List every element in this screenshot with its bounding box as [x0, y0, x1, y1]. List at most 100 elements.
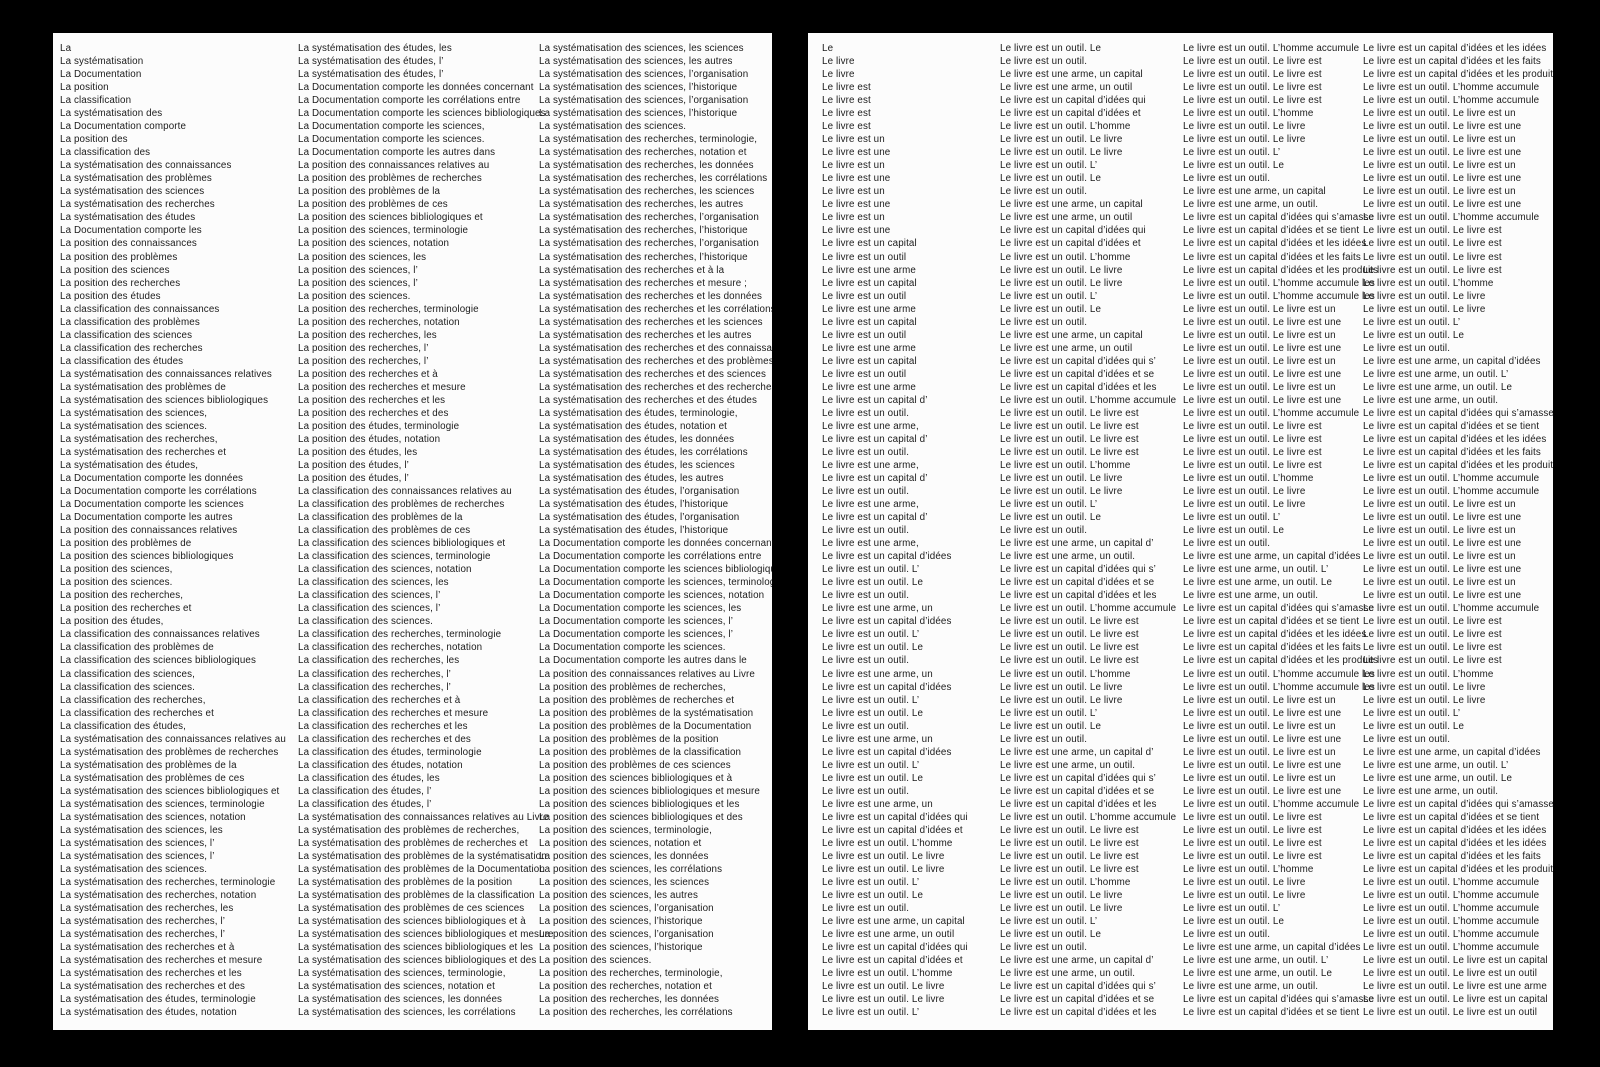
text-line: Le livre est un outil. L’homme accumule: [1363, 916, 1540, 928]
text-line: La systématisation des sciences, l’organ…: [539, 69, 749, 81]
text-line: Le livre est un outil.: [822, 486, 910, 498]
text-line: La position des sciences.: [60, 577, 173, 589]
text-line: Le livre est un capital d’idées et se ti…: [1363, 811, 1540, 823]
text-line: La systématisation des problèmes de ces: [60, 772, 245, 784]
text-line: La systématisation des sciences, notatio…: [60, 811, 246, 823]
text-line: Le livre est un outil. Le: [822, 577, 924, 589]
text-line: La position des recherches et des: [298, 407, 449, 419]
text-line: Le livre est une arme: [822, 381, 917, 393]
text-line: Le livre est une arme, un capital d’: [1000, 955, 1154, 967]
text-line: Le livre est un capital d’: [822, 473, 928, 485]
text-line: Le livre est une arme, un: [822, 668, 933, 680]
text-line: Le livre est un outil. Le: [1000, 512, 1102, 524]
text-line: Le livre est un outil. Le livre est un: [1363, 108, 1516, 120]
text-line: Le livre est un outil. L’homme accumule: [1183, 407, 1360, 419]
text-line: La classification des sciences,: [60, 668, 195, 680]
text-line: La position des recherches, l’: [298, 342, 429, 354]
text-line: La systématisation des recherches, l’: [60, 916, 226, 928]
text-line: Le livre est un outil. Le livre: [1000, 903, 1123, 915]
text-line: La Documentation comporte les corrélatio…: [298, 95, 521, 107]
text-line: La position des recherches et les: [298, 394, 446, 406]
text-line: La position des études, les: [298, 446, 418, 458]
text-line: Le livre est un outil. L’homme accumule: [1363, 903, 1540, 915]
text-line: Le livre est une arme, un capital: [822, 916, 965, 928]
text-line: Le livre est un capital d’idées qui s’: [1000, 564, 1156, 576]
text-line: La position des problèmes de recherches: [298, 173, 482, 185]
text-line: La position des sciences: [60, 264, 170, 276]
text-line: La position des recherches, notation: [298, 316, 460, 328]
text-line: Le livre est un outil. L’: [822, 564, 920, 576]
text-line: La systématisation des recherches, les c…: [539, 173, 768, 185]
text-line: La systématisation des connaissances rel…: [60, 368, 272, 380]
text-line: La position des sciences, terminologie: [298, 225, 469, 237]
text-line: Le livre est un outil. Le livre est: [1363, 655, 1502, 667]
text-line: Le livre est un outil. Le livre: [1000, 694, 1123, 706]
text-line: Le livre est un capital d’idées et: [1000, 108, 1141, 120]
text-line: Le livre est une: [822, 199, 891, 211]
text-line: La systématisation des sciences, l’organ…: [539, 95, 749, 107]
text-line: Le livre est un outil. Le livre est une: [1363, 147, 1522, 159]
text-line: Le livre est une arme, un outil. Le: [1363, 772, 1513, 784]
text-line: Le livre est une arme, un outil. L’: [1363, 759, 1509, 771]
text-line: Le livre est un outil. Le livre est un: [1183, 694, 1336, 706]
text-line: Le livre est un outil. Le livre est un: [1363, 134, 1516, 146]
text-line: La classification des sciences, terminol…: [298, 551, 491, 563]
text-line: Le livre est un outil.: [1000, 186, 1088, 198]
text-line: La systématisation des recherches: [60, 199, 215, 211]
text-line: La systématisation des études, les corré…: [539, 446, 748, 458]
text-line: La Documentation comporte les données co…: [298, 82, 534, 94]
text-line: La position des sciences, les autres: [539, 890, 698, 902]
text-line: Le livre est un capital d’: [822, 433, 928, 445]
text-line: Le livre est une arme, un outil. Le: [1183, 968, 1333, 980]
text-line: La systématisation des recherches, les: [60, 903, 234, 915]
text-line: Le livre est un outil. Le livre est un c…: [1363, 994, 1548, 1006]
text-line: La systématisation des recherches, termi…: [539, 134, 758, 146]
text-line: Le livre est une arme,: [822, 538, 919, 550]
text-line: Le livre est un outil.: [822, 785, 910, 797]
text-line: Le livre est un outil. Le livre est: [1183, 824, 1322, 836]
text-line: Le livre est un capital d’idées qui s’am…: [1183, 994, 1374, 1006]
text-line: Le livre est un outil. L’: [822, 629, 920, 641]
text-line: Le livre est un capital d’idées et les i…: [1363, 43, 1547, 54]
text-line: Le livre est un outil. Le livre est: [1183, 433, 1322, 445]
text-line: Le livre est un capital: [822, 355, 917, 367]
text-line: Le livre est un outil. Le: [1000, 720, 1102, 732]
text-line: Le livre est un capital d’idées qui: [822, 942, 968, 954]
text-line: La position des recherches, terminologie: [298, 303, 479, 315]
text-line: Le livre est un outil. Le livre est: [1000, 446, 1139, 458]
text-line: La position des problèmes de: [60, 538, 192, 550]
text-line: La position des études,: [60, 616, 164, 628]
text-line: La systématisation des études, les scien…: [539, 460, 735, 471]
text-line: Le livre est une arme, un capital d’: [1000, 538, 1154, 550]
right-page-column-3: Le livre est un outil. L’homme accumule L…: [1183, 42, 1378, 1019]
text-line: Le livre est un capital d’: [822, 512, 928, 524]
text-line: La position des problèmes de la Document…: [539, 720, 752, 732]
text-line: La position des études, l’: [298, 460, 409, 471]
text-line: Le livre est un capital d’idées et les p…: [1363, 69, 1553, 81]
text-line: Le livre est un outil. L’homme accumule: [1363, 603, 1540, 615]
text-line: La position des recherches,: [60, 590, 184, 602]
text-line: Le livre est un outil. Le livre: [1183, 486, 1306, 498]
text-line: La Documentation comporte les sciences, …: [539, 616, 733, 628]
text-line: La classification des recherches, les: [298, 655, 460, 667]
text-line: Le livre est un capital d’idées et les f…: [1363, 446, 1541, 458]
text-line: Le livre est une arme, un outil.: [1183, 590, 1319, 602]
text-line: Le livre est un outil. L’: [822, 1007, 920, 1019]
text-line: La classification des problèmes: [60, 316, 200, 328]
text-line: La systématisation des sciences, termino…: [60, 798, 265, 810]
text-line: Le livre est un capital d’idées et les: [1000, 381, 1157, 393]
text-line: La systématisation des sciences bibliolo…: [60, 394, 269, 406]
text-line: Le livre est: [822, 108, 871, 120]
text-line: La systématisation des recherches et les…: [539, 329, 752, 341]
text-line: La position des recherches et à: [298, 368, 438, 380]
text-line: La position des études, l’: [298, 473, 409, 485]
text-line: Le livre est un outil. Le livre est un: [1363, 160, 1516, 172]
text-line: La position des sciences bibliologiques …: [539, 798, 740, 810]
text-line: Le livre est une arme: [822, 264, 917, 276]
text-line: Le livre est un capital d’idées et les: [1000, 798, 1157, 810]
text-line: Le livre est un capital d’idées qui s’am…: [1183, 603, 1374, 615]
text-line: La systématisation des sciences, les aut…: [539, 56, 733, 68]
right-page-column-4: Le livre est un capital d’idées et les i…: [1363, 42, 1553, 1019]
text-line: La systématisation des recherches et les: [60, 968, 242, 980]
text-line: La position des connaissances relatives …: [298, 160, 490, 172]
